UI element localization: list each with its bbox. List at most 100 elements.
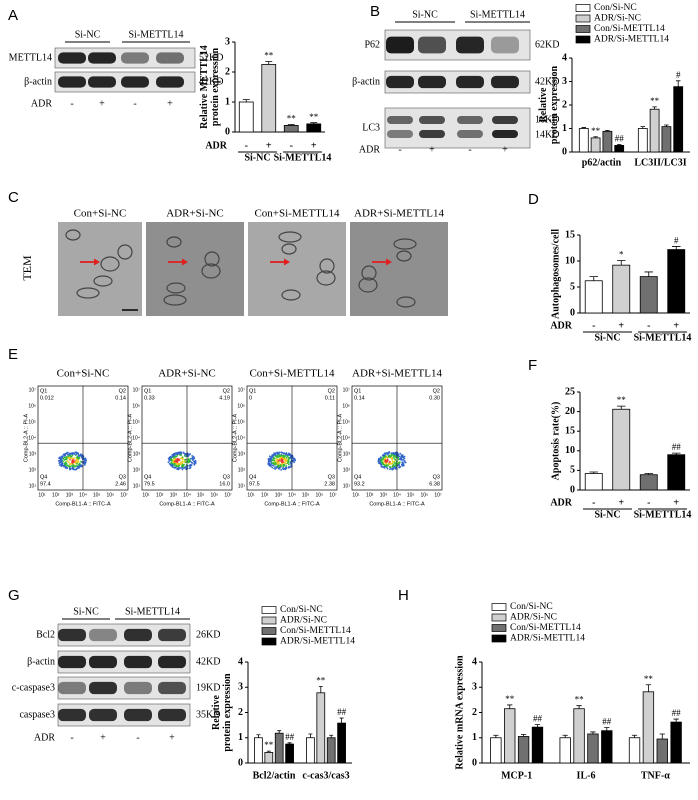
error-bar [277, 730, 282, 734]
quadrant-value: 79.5 [144, 481, 155, 487]
y-tick-label: 3 [562, 76, 567, 87]
event-dot [390, 453, 393, 456]
event-dot [382, 466, 384, 468]
organelle [100, 256, 120, 272]
bar [578, 128, 589, 153]
quadrant-value: 0.11 [325, 395, 335, 401]
event-dot [83, 458, 86, 461]
band [89, 628, 117, 642]
event-dot [191, 456, 194, 459]
adr-sign: + [311, 140, 317, 151]
event-dot [384, 459, 387, 462]
event-dot [386, 467, 389, 470]
tem-image [248, 222, 346, 316]
quadrant-value: 97.4 [40, 481, 51, 487]
band [386, 75, 414, 89]
blot-group: Si-METTL14 [125, 606, 180, 617]
event-dot [397, 462, 399, 465]
event-dot [173, 464, 176, 467]
event-dot [290, 464, 292, 467]
flow-title: Con+Si-NC [57, 368, 110, 380]
band [58, 681, 86, 695]
band [124, 655, 152, 669]
significance: ** [309, 112, 319, 122]
adr-sign: - [592, 497, 595, 508]
event-dot [276, 463, 279, 465]
y-tick-label: 10 [565, 445, 575, 456]
event-dot [71, 459, 74, 462]
panel-letter: G [8, 587, 20, 604]
event-dot [277, 462, 280, 465]
band [58, 628, 86, 642]
event-dot [63, 453, 66, 456]
event-dot [61, 463, 64, 465]
error-bar [644, 271, 654, 277]
y-tick-label: 10⁷ [29, 387, 37, 393]
x-tick-label: 10⁷ [434, 492, 442, 498]
event-dot [281, 454, 284, 457]
event-dot [184, 466, 187, 468]
event-dot [194, 462, 197, 464]
event-dot [291, 456, 294, 458]
quadrant-value: 0.012 [40, 395, 54, 401]
quadrant-name: Q2 [328, 388, 335, 394]
event-dot [285, 452, 288, 454]
x-tick-label: 10⁵ [302, 492, 310, 498]
group-label: Si-NC [594, 332, 620, 343]
event-dot [270, 458, 273, 461]
organelle [316, 270, 336, 286]
flow-title: ADR+Si-METTL14 [352, 368, 442, 380]
bar [628, 737, 641, 764]
x-tick-label: 10³ [66, 492, 74, 498]
quadrant-name: Q1 [354, 388, 361, 394]
y-tick-label: 0 [238, 757, 243, 768]
band [121, 76, 149, 88]
y-tick-label: 5 [570, 465, 575, 476]
event-dot [274, 463, 277, 466]
event-dot [190, 457, 192, 460]
y-tick-label: 4 [562, 52, 567, 63]
event-dot [401, 464, 403, 467]
arrow-head [386, 258, 392, 266]
tem-title: Con+Si-METTL14 [254, 208, 340, 220]
bar [661, 126, 672, 153]
event-dot [392, 467, 395, 469]
x-tick-label: 10³ [380, 492, 388, 498]
legend-label: ADR/Si-METTL14 [510, 634, 585, 644]
x-tick-label: 10⁶ [211, 492, 219, 498]
group-label: Si-METTL14 [274, 152, 332, 163]
legend-label: ADR/Si-NC [510, 613, 557, 623]
event-dot [81, 464, 84, 467]
error-bar [590, 731, 596, 734]
event-dot [382, 454, 384, 457]
event-dot [289, 462, 292, 464]
tem-image [350, 222, 448, 316]
tem-title: Con+Si-NC [74, 208, 127, 220]
y-tick-label: 3 [225, 36, 230, 47]
event-dot [182, 451, 185, 454]
organelle [166, 236, 182, 248]
legend-swatch [491, 603, 507, 611]
y-tick-label: 10⁶ [28, 403, 36, 409]
event-dot [275, 466, 278, 469]
event-dot [67, 455, 70, 458]
event-dot [178, 464, 181, 467]
event-dot [286, 459, 288, 461]
y-tick-label: 10¹ [343, 483, 351, 489]
error-bar [339, 717, 344, 724]
error-bar [576, 705, 582, 709]
legend-swatch [261, 606, 277, 614]
band [58, 655, 86, 669]
y-tick-label: 2 [238, 707, 243, 718]
adr-sign: - [398, 144, 401, 155]
adr-label: ADR [205, 140, 227, 151]
event-dot [68, 468, 71, 471]
event-dot [84, 458, 87, 461]
event-dot [78, 467, 80, 469]
event-dot [167, 461, 170, 464]
significance: ** [264, 740, 274, 750]
adr-sign: + [266, 140, 272, 151]
event-dot [378, 459, 381, 462]
event-dot [76, 456, 79, 459]
event-dot [379, 461, 382, 464]
